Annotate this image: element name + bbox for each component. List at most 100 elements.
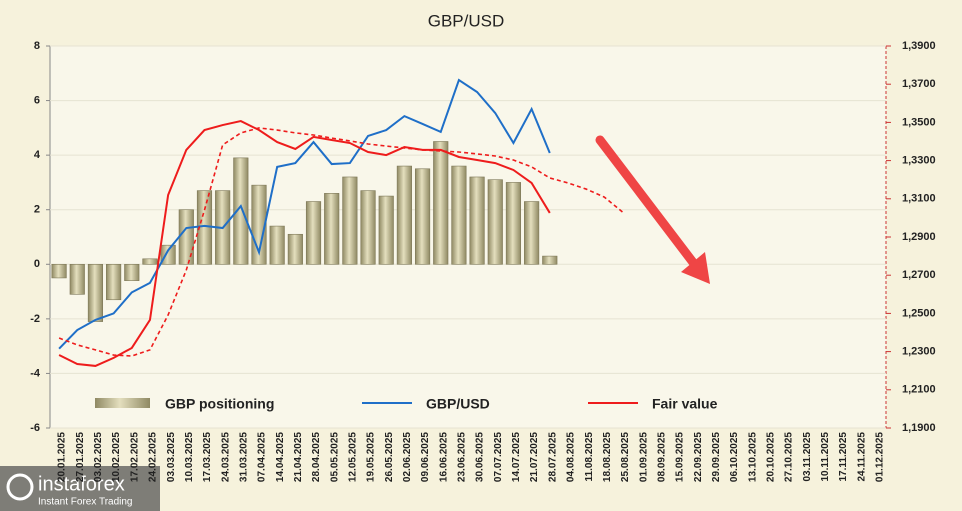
x-tick-label: 10.11.2025 bbox=[820, 432, 831, 482]
x-tick-label: 18.08.2025 bbox=[602, 432, 613, 482]
bar bbox=[124, 263, 140, 281]
x-tick-label: 30.06.2025 bbox=[475, 432, 486, 482]
bar bbox=[505, 182, 522, 265]
x-tick-label: 26.05.2025 bbox=[384, 432, 395, 482]
bar bbox=[378, 195, 394, 265]
trend-arrow bbox=[595, 135, 700, 270]
x-tick-label: 03.11.2025 bbox=[802, 432, 813, 482]
y-tick-label: -2 bbox=[30, 313, 40, 325]
x-tick-label: 24.02.2025 bbox=[148, 432, 159, 482]
y2-tick-label: 1,1900 bbox=[902, 422, 936, 434]
y-tick-label: 6 bbox=[34, 94, 40, 106]
x-tick-label: 08.09.2025 bbox=[656, 432, 667, 482]
y2-tick-label: 1,2100 bbox=[902, 384, 936, 396]
y2-tick-label: 1,3700 bbox=[902, 78, 936, 90]
x-tick-label: 04.08.2025 bbox=[566, 432, 577, 482]
x-tick-label: 23.06.2025 bbox=[457, 432, 468, 482]
x-tick-label: 14.04.2025 bbox=[275, 432, 286, 482]
bar bbox=[324, 193, 340, 265]
x-tick-label: 17.02.2025 bbox=[129, 432, 140, 482]
bar bbox=[542, 255, 558, 265]
bar bbox=[305, 201, 322, 265]
x-tick-label: 10.02.2025 bbox=[111, 432, 122, 482]
x-tick-label: 20.01.2025 bbox=[57, 432, 68, 482]
x-tick-label: 02.06.2025 bbox=[402, 432, 413, 482]
x-tick-label: 05.05.2025 bbox=[329, 432, 340, 482]
x-tick-label: 27.10.2025 bbox=[784, 432, 795, 482]
x-tick-label: 19.05.2025 bbox=[366, 432, 377, 482]
bar bbox=[51, 263, 67, 279]
y-tick-label: -4 bbox=[30, 367, 41, 379]
legend-label: GBP/USD bbox=[426, 396, 490, 412]
dashed-line bbox=[58, 127, 623, 357]
y2-tick-label: 1,2700 bbox=[902, 269, 936, 281]
watermark-box bbox=[0, 466, 160, 511]
bar bbox=[414, 168, 431, 265]
y-tick-label: 0 bbox=[34, 258, 40, 270]
x-tick-label: 31.03.2025 bbox=[238, 432, 249, 482]
x-tick-label: 17.11.2025 bbox=[838, 432, 849, 482]
x-tick-label: 22.09.2025 bbox=[693, 432, 704, 482]
x-tick-label: 15.09.2025 bbox=[675, 432, 686, 482]
bar bbox=[524, 201, 540, 265]
y-tick-label: -6 bbox=[30, 422, 40, 434]
trend-arrow-head bbox=[681, 252, 710, 284]
x-tick-label: 09.06.2025 bbox=[420, 432, 431, 482]
x-tick-label: 07.04.2025 bbox=[257, 432, 268, 482]
y2-tick-label: 1,3300 bbox=[902, 155, 936, 167]
x-tick-label: 01.12.2025 bbox=[875, 432, 886, 482]
x-tick-label: 14.07.2025 bbox=[511, 432, 522, 482]
x-tick-label: 13.10.2025 bbox=[747, 432, 758, 482]
y2-tick-label: 1,3900 bbox=[902, 40, 936, 52]
bar bbox=[269, 225, 285, 265]
x-tick-label: 03.02.2025 bbox=[93, 432, 104, 482]
line bbox=[58, 78, 551, 350]
bar bbox=[487, 179, 503, 265]
legend-swatch bbox=[95, 398, 150, 408]
bar bbox=[233, 157, 249, 265]
y2-tick-label: 1,2300 bbox=[902, 346, 936, 358]
x-tick-label: 17.03.2025 bbox=[202, 432, 213, 482]
x-tick-label: 10.03.2025 bbox=[184, 432, 195, 482]
x-tick-label: 28.07.2025 bbox=[547, 432, 558, 482]
x-tick-label: 12.05.2025 bbox=[348, 432, 359, 482]
x-tick-label: 28.04.2025 bbox=[311, 432, 322, 482]
y-tick-label: 8 bbox=[34, 40, 40, 52]
bar bbox=[142, 258, 158, 265]
bar bbox=[287, 233, 303, 265]
bar bbox=[433, 141, 449, 265]
bar bbox=[178, 209, 194, 265]
watermark-brand: instaforex bbox=[38, 473, 125, 495]
x-tick-label: 21.07.2025 bbox=[529, 432, 540, 482]
x-tick-label: 06.10.2025 bbox=[729, 432, 740, 482]
chart-title: GBP/USD bbox=[428, 11, 505, 30]
y2-tick-label: 1,3500 bbox=[902, 116, 936, 128]
x-tick-label: 20.10.2025 bbox=[766, 432, 777, 482]
y-tick-label: 4 bbox=[34, 149, 41, 161]
bar bbox=[360, 190, 376, 265]
y2-tick-label: 1,3100 bbox=[902, 193, 936, 205]
bar bbox=[469, 176, 485, 265]
line bbox=[58, 120, 551, 367]
y-tick-label: 2 bbox=[34, 204, 40, 216]
bar bbox=[87, 263, 104, 322]
x-tick-label: 11.08.2025 bbox=[584, 432, 595, 482]
bar bbox=[106, 263, 122, 301]
bar bbox=[342, 176, 358, 265]
x-tick-label: 03.03.2025 bbox=[166, 432, 177, 482]
x-tick-label: 29.09.2025 bbox=[711, 432, 722, 482]
x-tick-label: 07.07.2025 bbox=[493, 432, 504, 482]
plot-area bbox=[50, 46, 886, 428]
x-tick-label: 24.03.2025 bbox=[220, 432, 231, 482]
y2-tick-label: 1,2500 bbox=[902, 307, 936, 319]
x-tick-label: 24.11.2025 bbox=[856, 432, 867, 482]
y2-tick-label: 1,2900 bbox=[902, 231, 936, 243]
legend-label: GBP positioning bbox=[165, 396, 274, 412]
legend-label: Fair value bbox=[652, 396, 718, 412]
x-tick-label: 21.04.2025 bbox=[293, 432, 304, 482]
x-tick-label: 27.01.2025 bbox=[75, 432, 86, 482]
x-tick-label: 01.09.2025 bbox=[638, 432, 649, 482]
watermark-tagline: Instant Forex Trading bbox=[38, 497, 133, 508]
bar bbox=[396, 165, 412, 265]
